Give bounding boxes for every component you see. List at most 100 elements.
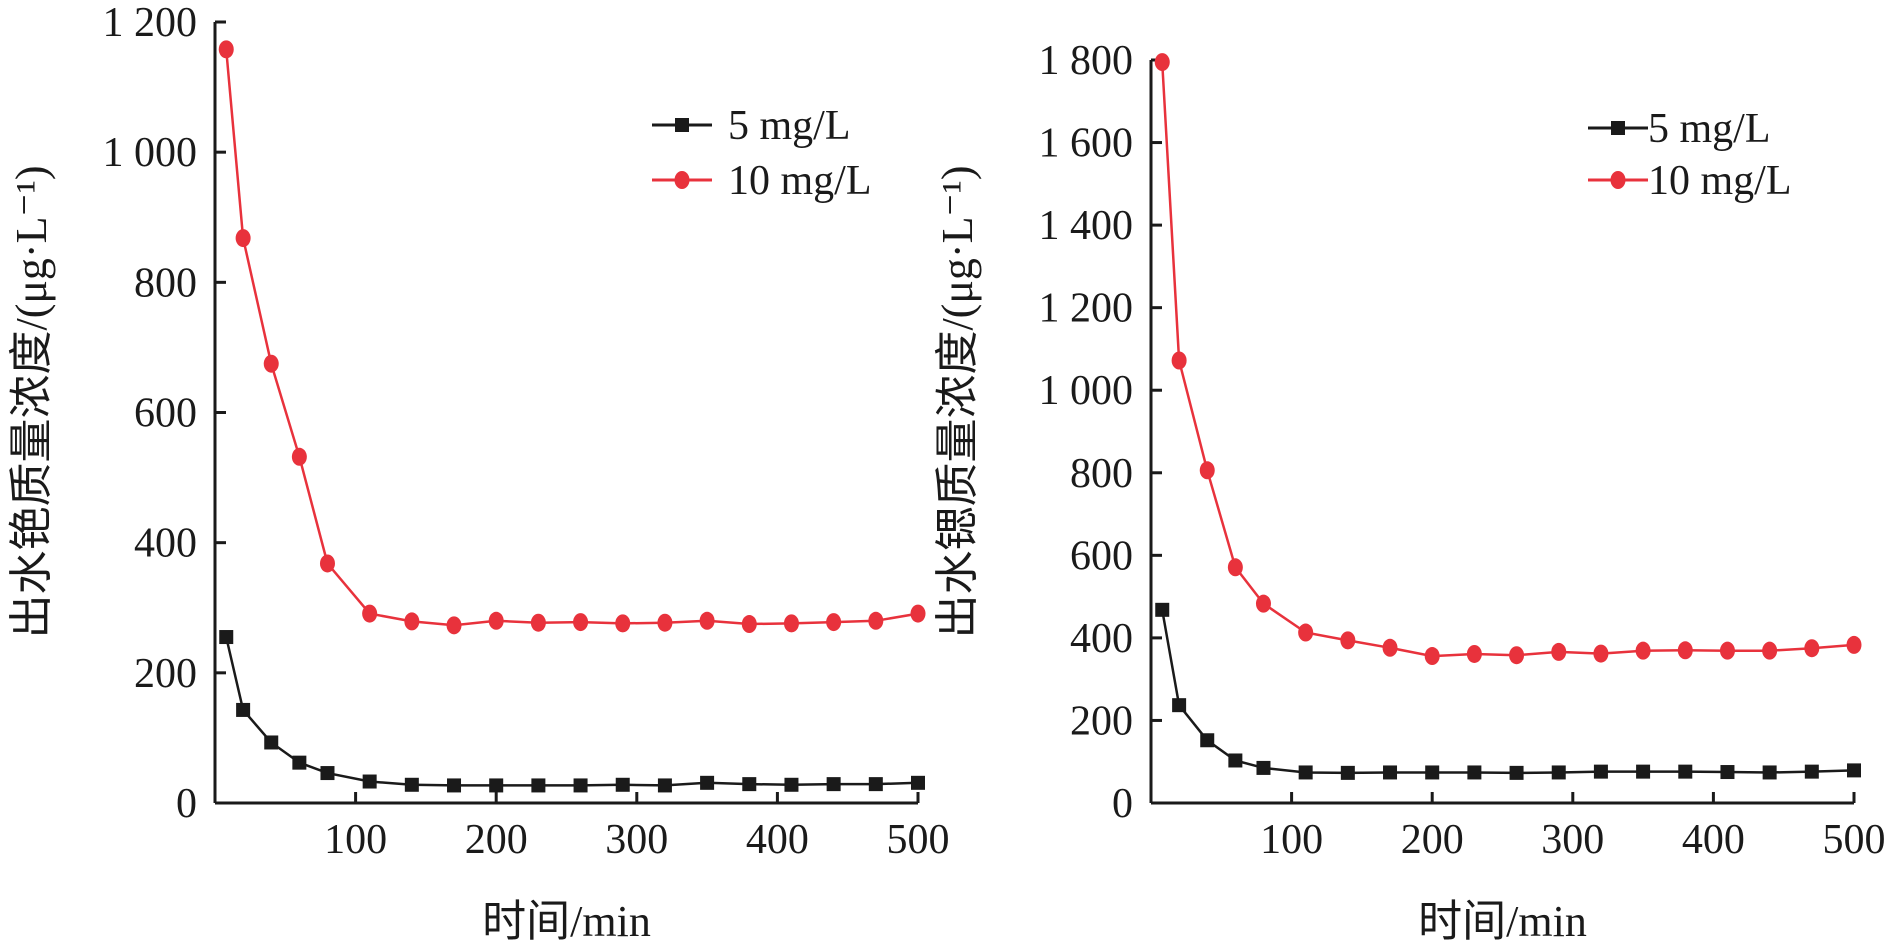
data-point — [1200, 733, 1215, 748]
data-point — [573, 613, 589, 632]
chart-1: 0 200 400 600 800 1 000 1 200 100 200 300 400 500 时间… — [7, 0, 950, 946]
data-point — [1466, 644, 1482, 663]
data-point — [1227, 558, 1243, 577]
legend-label: 5 mg/L — [728, 103, 851, 149]
data-point — [1509, 646, 1525, 665]
data-point — [1593, 764, 1608, 779]
data-point — [362, 604, 378, 623]
data-point — [868, 777, 883, 792]
data-point — [699, 611, 715, 630]
data-point — [1424, 647, 1440, 666]
y-axis-title: 出水锶质量浓度/(μg·L⁻¹) — [933, 165, 982, 638]
data-point — [911, 775, 925, 790]
data-point — [615, 777, 630, 792]
x-axis-title: 时间/min — [482, 897, 651, 945]
x-tick-label: 300 — [605, 817, 668, 863]
data-point — [530, 613, 546, 632]
series-line — [1160, 609, 1855, 775]
legend-marker — [675, 118, 689, 132]
y-tick-label: 1 400 — [1039, 203, 1134, 249]
y-axis-title: 出水铯质量浓度/(μg·L⁻¹) — [7, 165, 56, 638]
y-tick-label: 0 — [1112, 781, 1133, 827]
data-point — [1256, 760, 1271, 775]
data-point — [404, 777, 419, 792]
y-tick-label: 0 — [176, 781, 197, 827]
data-point — [1154, 53, 1170, 72]
data-point — [1677, 641, 1693, 660]
legend-marker — [1610, 171, 1626, 189]
y-tick-label: 1 800 — [1039, 38, 1134, 84]
y-tick-label: 200 — [1070, 698, 1133, 744]
data-point — [1804, 639, 1820, 658]
data-point — [319, 554, 335, 573]
data-point — [1678, 764, 1693, 779]
y-tick-label: 1 000 — [103, 130, 198, 176]
data-point — [700, 775, 715, 790]
x-tick-label: 500 — [887, 817, 950, 863]
x-tick-label: 100 — [1260, 817, 1323, 863]
data-point — [657, 778, 672, 793]
data-point — [784, 777, 799, 792]
data-point — [1593, 644, 1609, 663]
x-tick-label: 500 — [1823, 817, 1886, 863]
data-point — [1298, 765, 1313, 780]
x-tick-label: 400 — [746, 817, 809, 863]
x-tick-label: 400 — [1682, 817, 1745, 863]
y-tick-label: 600 — [1070, 533, 1133, 579]
data-point — [218, 40, 234, 59]
data-point — [1719, 641, 1735, 660]
data-point — [1340, 631, 1356, 650]
data-point — [1467, 765, 1482, 780]
data-point — [1383, 765, 1398, 780]
chart-2: 0 200 400 600 800 1 000 1 200 1 400 1 600 1 800 10… — [933, 38, 1886, 946]
y-tick-label: 800 — [134, 260, 197, 306]
data-point — [1846, 635, 1862, 654]
series-10mg — [1154, 53, 1862, 666]
data-point — [291, 447, 307, 466]
data-point — [573, 778, 588, 793]
legend-label: 10 mg/L — [1648, 158, 1792, 204]
data-point — [264, 735, 279, 750]
data-point — [1382, 638, 1398, 657]
series-line — [224, 636, 919, 787]
data-point — [531, 778, 546, 793]
data-point — [488, 611, 504, 630]
data-point — [236, 702, 251, 717]
data-point — [1636, 764, 1651, 779]
data-point — [1720, 765, 1735, 780]
data-point — [1551, 642, 1567, 661]
y-tick-label: 1 600 — [1039, 121, 1134, 167]
y-tick-label: 1 200 — [103, 0, 198, 46]
y-tick-label: 1 200 — [1039, 286, 1134, 332]
legend-label: 10 mg/L — [728, 158, 872, 204]
y-tick-label: 800 — [1070, 451, 1133, 497]
y-tick-label: 200 — [134, 651, 197, 697]
y-tick-label: 600 — [134, 391, 197, 437]
data-point — [1155, 602, 1170, 617]
x-axis-title: 时间/min — [1418, 897, 1587, 945]
data-point — [657, 613, 673, 632]
legend-item: 5 mg/L — [1588, 106, 1771, 152]
data-point — [1171, 351, 1187, 370]
data-point — [320, 766, 335, 781]
data-point — [1762, 765, 1777, 780]
data-point — [1228, 753, 1243, 768]
data-point — [362, 774, 377, 789]
data-point — [447, 778, 462, 793]
legend-item: 10 mg/L — [652, 158, 872, 204]
y-tick-label: 400 — [134, 521, 197, 567]
legend-marker — [1611, 121, 1625, 135]
legend-label: 5 mg/L — [1648, 106, 1771, 152]
legend-item: 5 mg/L — [652, 103, 851, 149]
data-point — [1255, 594, 1271, 613]
data-point — [1172, 698, 1187, 713]
data-point — [1804, 764, 1819, 779]
data-point — [1298, 623, 1314, 642]
data-point — [868, 611, 884, 630]
y-tick-label: 1 000 — [1039, 368, 1134, 414]
data-point — [910, 604, 926, 623]
data-point — [1425, 765, 1440, 780]
data-point — [1340, 765, 1355, 780]
data-point — [741, 615, 757, 634]
